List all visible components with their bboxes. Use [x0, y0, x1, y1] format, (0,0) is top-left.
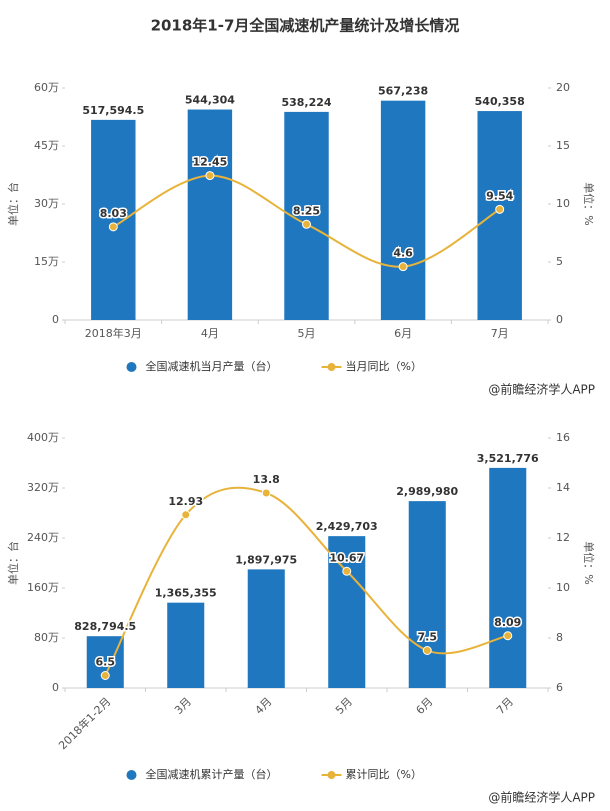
- x-tick-label: 2018年1-2月: [56, 694, 114, 752]
- x-tick-label: 5月: [298, 327, 316, 340]
- y-tick-label: 45万: [34, 139, 59, 152]
- y-tick-label: 160万: [27, 581, 59, 594]
- data-label: 4.6: [393, 247, 413, 260]
- line-point: [503, 631, 513, 641]
- legend-marker: [126, 362, 137, 372]
- data-label: 8.03: [100, 207, 127, 220]
- data-label: 13.8: [253, 473, 280, 486]
- y-tick-label: 240万: [27, 531, 59, 544]
- bar: [328, 536, 366, 688]
- y2-axis-title: 单位：%: [582, 541, 596, 584]
- y2-tick-label: 5: [556, 255, 563, 268]
- line-point: [261, 488, 271, 498]
- y2-tick-label: 10: [556, 197, 570, 210]
- legend-label: 全国减速机累计产量（台）: [146, 767, 278, 781]
- y-axis-title: 单位：台: [6, 541, 20, 585]
- y-tick-label: 80万: [34, 631, 59, 644]
- line-point: [181, 510, 191, 520]
- data-label: 567,238: [378, 85, 428, 98]
- data-label: 828,794.5: [74, 620, 136, 633]
- y2-tick-label: 14: [556, 481, 570, 494]
- data-label: 1,897,975: [235, 553, 297, 566]
- line-point: [495, 204, 505, 214]
- x-tick-label: 7月: [494, 695, 516, 717]
- data-label: 517,594.5: [82, 104, 144, 117]
- data-label: 544,304: [185, 94, 235, 107]
- y-tick-label: 0: [52, 313, 59, 326]
- legend-label: 累计同比（%）: [346, 768, 422, 781]
- y-tick-label: 320万: [27, 481, 59, 494]
- y-tick-label: 0: [52, 681, 59, 694]
- y2-tick-label: 16: [556, 431, 570, 444]
- legend-label: 全国减速机当月产量（台）: [146, 359, 278, 373]
- line-point: [342, 566, 352, 576]
- bar: [91, 119, 136, 320]
- legend-marker: [327, 771, 336, 779]
- source: @前瞻经济学人APP: [488, 790, 595, 805]
- bar: [167, 602, 205, 688]
- line-point: [398, 262, 408, 272]
- bar: [380, 100, 426, 321]
- y2-tick-label: 15: [556, 139, 570, 152]
- source: @前瞻经济学人APP: [488, 382, 595, 397]
- x-tick-label: 7月: [491, 327, 509, 340]
- data-label: 1,365,355: [155, 587, 217, 600]
- legend-marker: [126, 770, 137, 780]
- line-point: [108, 222, 118, 232]
- y2-tick-label: 20: [556, 81, 570, 94]
- bar: [247, 569, 285, 688]
- data-label: 2,429,703: [316, 520, 378, 533]
- y-tick-label: 30万: [34, 197, 59, 210]
- y-tick-label: 60万: [34, 81, 59, 94]
- bar: [408, 501, 446, 688]
- legend-label: 当月同比（%）: [346, 359, 422, 373]
- y-axis-title: 单位：台: [6, 182, 20, 226]
- data-label: 538,224: [281, 96, 331, 109]
- bar: [187, 109, 233, 320]
- x-tick-label: 2018年3月: [85, 326, 142, 340]
- y2-tick-label: 0: [556, 313, 563, 326]
- line-point: [100, 671, 110, 680]
- data-label: 8.09: [494, 616, 521, 629]
- y2-axis-title: 单位：%: [582, 182, 596, 225]
- line: [104, 486, 508, 676]
- data-label: 9.54: [486, 189, 513, 202]
- legend-marker: [327, 363, 336, 371]
- y-tick-label: 400万: [27, 431, 59, 444]
- data-label: 2,989,980: [396, 485, 458, 498]
- line-point: [302, 219, 311, 229]
- line-point: [422, 646, 432, 655]
- y2-tick-label: 6: [556, 681, 563, 694]
- x-tick-label: 4月: [253, 695, 275, 717]
- data-label: 12.93: [168, 495, 203, 508]
- x-tick-label: 3月: [172, 695, 194, 717]
- data-label: 7.5: [418, 631, 438, 644]
- data-label: 6.5: [96, 656, 116, 669]
- data-label: 540,358: [475, 95, 525, 108]
- x-tick-label: 4月: [201, 327, 219, 340]
- y2-tick-label: 8: [556, 631, 563, 644]
- bar: [489, 467, 527, 688]
- x-tick-label: 5月: [333, 695, 355, 717]
- data-label: 12.45: [193, 156, 228, 169]
- line-point: [205, 171, 215, 181]
- y-tick-label: 15万: [34, 255, 59, 268]
- bar: [477, 111, 522, 320]
- y2-tick-label: 12: [556, 531, 570, 544]
- chart-title: 2018年1-7月全国减速机产量统计及增长情况: [151, 17, 460, 35]
- x-tick-label: 6月: [394, 327, 412, 340]
- data-label: 10.67: [329, 551, 364, 564]
- y2-tick-label: 10: [556, 581, 570, 594]
- x-tick-label: 6月: [414, 695, 436, 717]
- data-label: 8.25: [293, 204, 320, 217]
- data-label: 3,521,776: [477, 452, 539, 465]
